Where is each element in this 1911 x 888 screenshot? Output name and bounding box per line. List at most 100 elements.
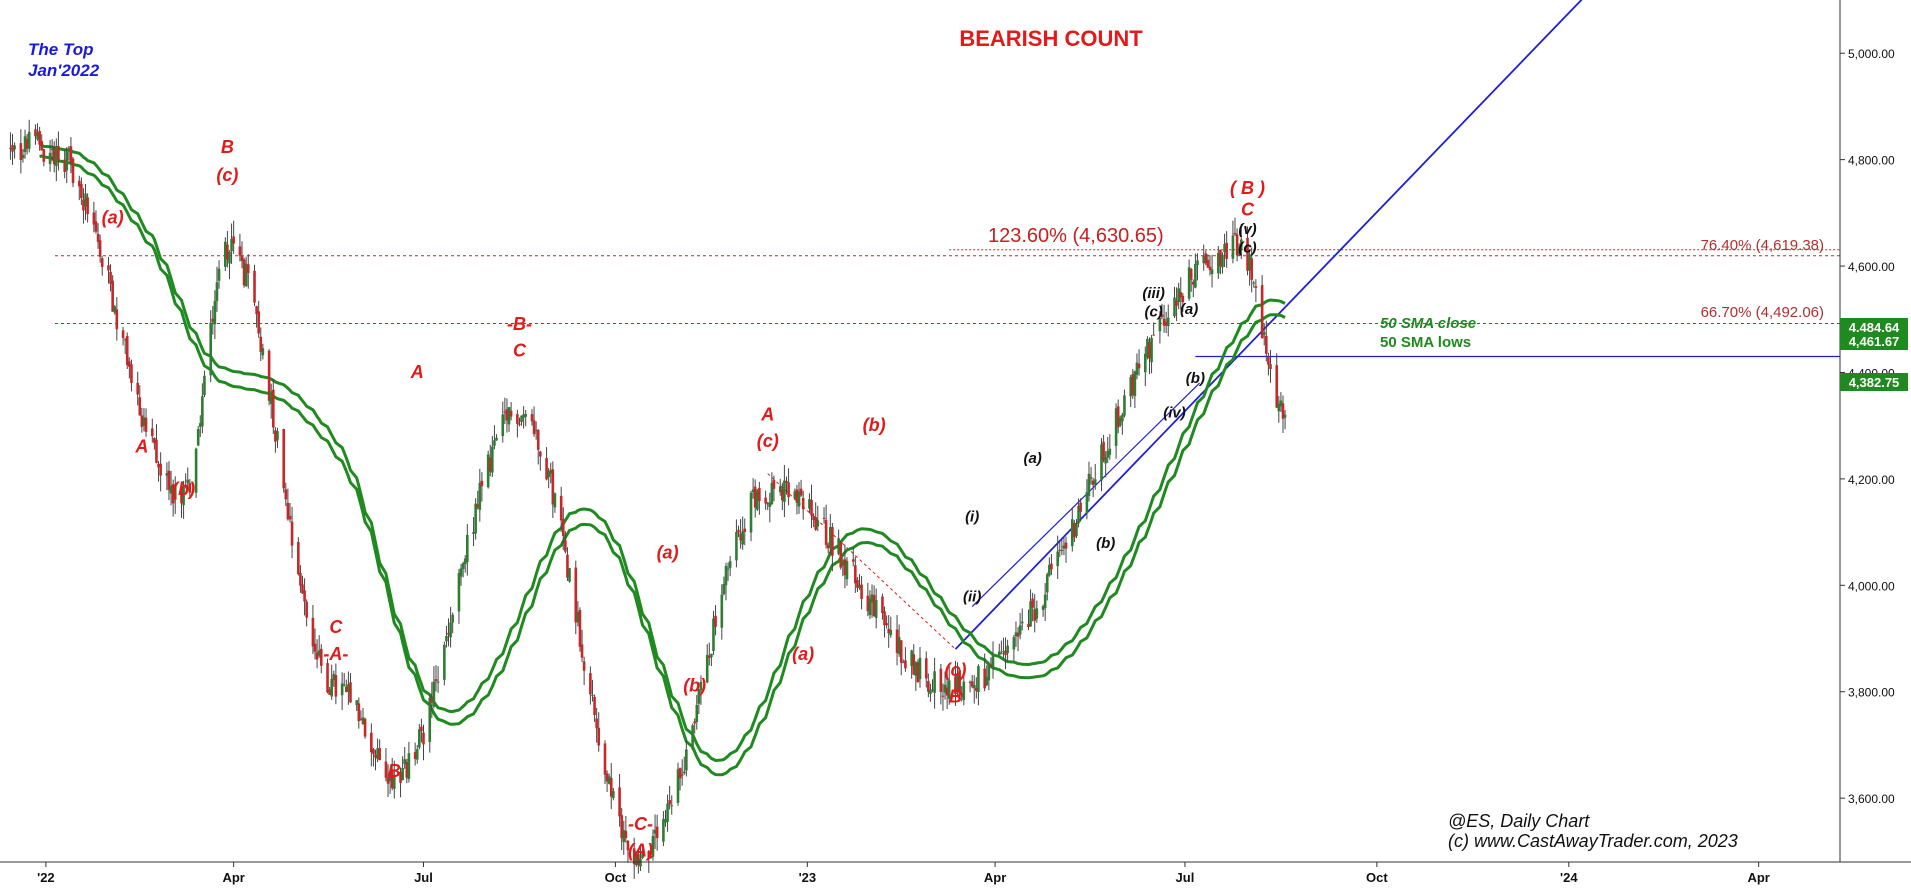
wave-label: -C- [628,814,653,834]
candle [547,467,550,489]
candle [826,542,830,554]
candle [399,767,402,798]
wave-labels: B (c) (a) A (b) A C -A- B -B- C (a) (b) -C- (A) A (c) (a)… [102,137,1265,860]
candle [345,679,348,693]
candle [1277,395,1281,423]
candle [860,575,863,610]
candle [1219,249,1222,275]
candle [874,588,878,629]
wave-label: -B- [507,314,532,334]
candle [668,785,671,810]
candle [474,498,477,540]
candle [488,444,492,477]
candle [317,635,321,658]
wave-label: (c) [944,660,966,680]
candle [1265,320,1268,362]
candle [1104,451,1107,478]
candle [238,233,242,262]
candle [895,615,899,666]
candle [422,724,425,761]
candle [138,385,142,416]
candle [753,479,757,518]
candle [86,193,89,223]
candle [1102,434,1105,463]
candle [553,492,557,513]
candle [868,590,872,619]
candle [501,401,505,443]
candle [299,565,302,593]
candle [707,642,711,666]
candle [451,612,454,634]
candle [972,675,976,704]
symbol-label: @ES, Daily Chart [1448,811,1590,831]
candle [1089,467,1093,485]
wave-label: (iv) [1163,405,1186,422]
candle [203,370,206,398]
candle [276,427,279,449]
candle [259,327,263,362]
candle [244,256,248,287]
candle [691,723,694,750]
candle [866,582,870,617]
candle [1204,250,1208,266]
candle [666,794,669,832]
top-note-line-1: The Top [28,40,93,59]
candle [1091,477,1095,498]
wave-label: A [410,362,424,382]
candle [653,814,657,850]
candle [1135,353,1139,380]
candle [845,557,849,586]
candle [349,673,352,703]
wave-label: C [329,617,343,637]
candle [230,223,233,264]
candle [472,517,475,547]
candle [991,641,995,679]
candle [927,673,930,698]
candle [741,516,744,550]
candle [125,332,129,370]
wave-label: (a) [1023,450,1041,467]
candle [622,820,626,855]
candle [749,490,753,542]
candle [1073,520,1076,542]
candle [1246,226,1249,276]
candle [476,490,480,510]
candle [520,415,523,426]
wave-label: (b) [683,676,706,696]
candle [315,639,319,669]
candle [328,686,331,695]
candle [968,680,972,693]
candle [80,177,83,206]
candle [1281,395,1285,433]
candle [933,657,936,709]
candle [1121,412,1124,435]
candle [150,418,154,443]
wave-label: (c) [1238,240,1256,257]
candle [582,656,586,686]
candle [311,605,315,655]
candle [98,234,102,263]
candle [347,671,350,705]
candle [564,531,567,554]
candle [841,558,845,577]
x-tick-label: Apr [1747,870,1769,885]
candle [48,140,52,172]
candle [505,398,509,433]
candle [445,625,448,648]
candle [1000,640,1003,655]
sma-lows-line [39,154,1286,777]
candle [1225,231,1228,268]
candle [881,593,884,620]
candle [1014,621,1018,647]
candle [313,628,317,660]
candle [1191,279,1195,298]
candle [1041,604,1045,617]
chart-title: BEARISH COUNT [959,26,1143,51]
candle [209,310,213,383]
candle [226,230,229,268]
candle [899,639,903,676]
candle [96,223,100,249]
candle [115,297,119,341]
wave-label: (iii) [1142,285,1165,302]
candle [201,383,204,434]
